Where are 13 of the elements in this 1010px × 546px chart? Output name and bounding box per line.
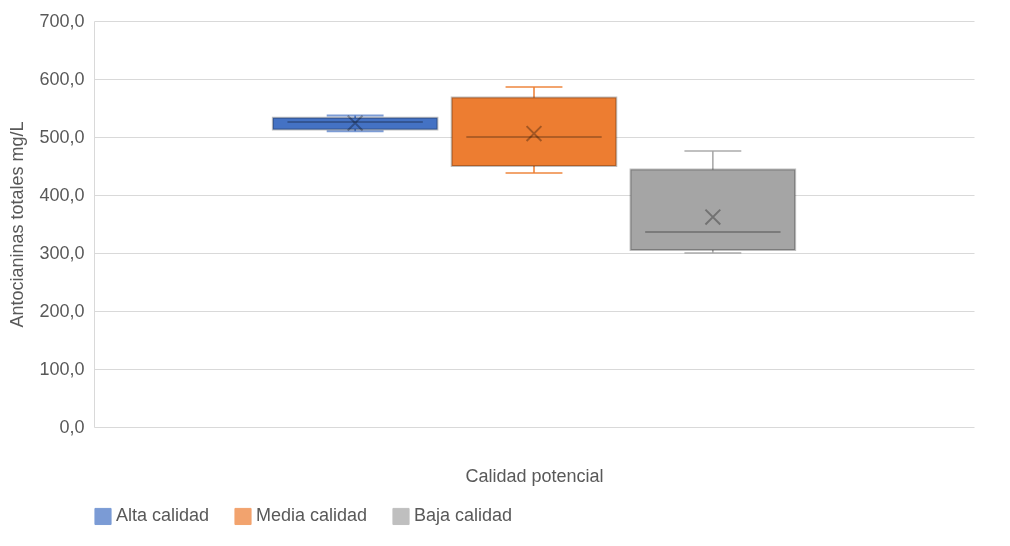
y-tick-label: 400,0 — [39, 184, 85, 205]
y-tick-label: 300,0 — [39, 242, 85, 263]
legend-label: Alta calidad — [116, 505, 210, 526]
x-axis-title: Calidad potencial — [465, 465, 604, 486]
y-tick-label: 200,0 — [39, 300, 85, 321]
y-tick-label: 100,0 — [39, 358, 85, 379]
legend-label: Media calidad — [256, 505, 368, 526]
legend-label: Baja calidad — [414, 505, 513, 526]
y-tick-label: 600,0 — [39, 68, 85, 89]
y-tick-label: 0,0 — [59, 416, 85, 437]
y-tick-label: 500,0 — [39, 126, 85, 147]
y-tick-label: 700,0 — [39, 10, 85, 31]
y-axis-title: Antocianinas totales mg/L — [7, 121, 28, 328]
